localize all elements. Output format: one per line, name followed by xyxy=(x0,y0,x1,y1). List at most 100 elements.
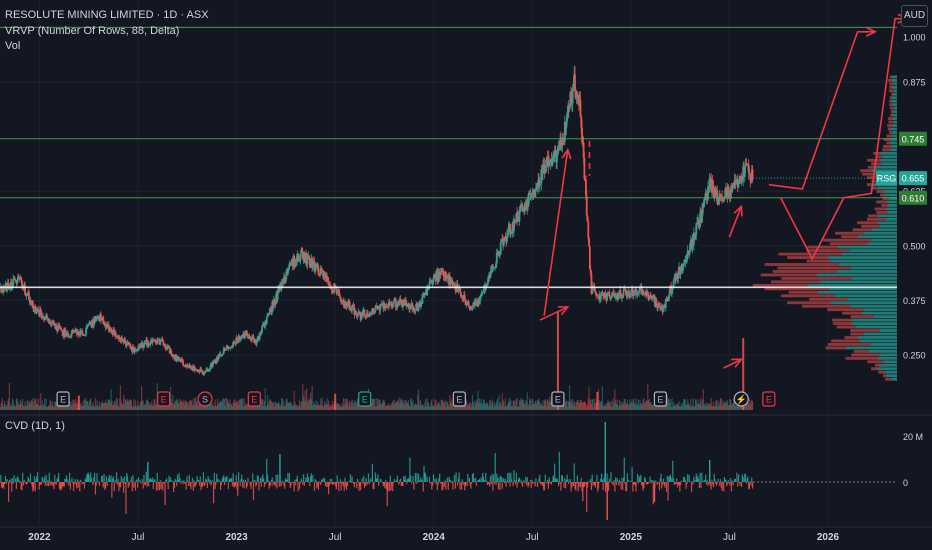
volume-bar xyxy=(48,404,50,410)
volume-bar xyxy=(639,399,641,410)
volume-profile-row-up xyxy=(881,162,897,166)
volume-bar xyxy=(411,403,413,410)
volume-bar xyxy=(563,403,565,410)
candle-body xyxy=(358,311,360,313)
cvd-bar xyxy=(543,482,545,491)
cvd-bar xyxy=(668,476,670,482)
volume-bar xyxy=(172,394,174,410)
cvd-bar xyxy=(413,482,415,490)
candle-body xyxy=(182,360,184,365)
volume-bar xyxy=(183,399,185,410)
candle-body xyxy=(125,342,128,347)
cvd-bar xyxy=(85,479,87,482)
cvd-indicator-label[interactable]: CVD (1D, 1) xyxy=(5,420,65,432)
volume-bar xyxy=(106,403,108,410)
cvd-bar xyxy=(409,457,411,482)
vrvp-indicator-label[interactable]: VRVP (Number Of Rows, 88, Delta) xyxy=(5,25,180,37)
event-marker-earnings-neutral[interactable]: E xyxy=(452,391,466,407)
volume-bar xyxy=(439,404,441,410)
event-marker-earnings-neutral[interactable]: E xyxy=(653,391,668,407)
cvd-bar xyxy=(450,482,452,483)
volume-profile-row-down xyxy=(831,318,853,322)
volume-profile-row-down xyxy=(876,200,887,204)
volume-bar xyxy=(647,400,650,410)
event-marker-earnings-neutral[interactable]: E xyxy=(551,391,565,407)
volume-bar xyxy=(317,404,320,410)
event-marker-earnings-beat[interactable]: E xyxy=(358,391,372,407)
cvd-bar xyxy=(72,482,74,484)
cvd-bar xyxy=(187,482,190,487)
event-marker-earnings-neutral[interactable]: E xyxy=(56,391,70,407)
candle-body xyxy=(273,299,276,304)
volume-bar xyxy=(308,398,310,410)
cvd-bar xyxy=(354,482,356,483)
volume-bar xyxy=(690,398,692,410)
cvd-bar xyxy=(324,482,327,487)
candle-body xyxy=(703,199,705,208)
candle-body xyxy=(206,368,209,371)
cvd-bar xyxy=(585,482,587,485)
volume-bar xyxy=(568,385,571,410)
volume-bar xyxy=(624,398,626,410)
cvd-bar xyxy=(563,482,565,488)
candle-body xyxy=(561,137,564,145)
volume-bar xyxy=(363,404,365,410)
candle-body xyxy=(314,264,317,272)
cvd-bar xyxy=(61,482,64,487)
event-marker-news[interactable]: ⚡ xyxy=(733,391,749,407)
candle-body xyxy=(415,303,418,311)
cvd-bar xyxy=(548,477,550,482)
cvd-bar xyxy=(443,482,445,488)
cvd-bar xyxy=(168,475,170,482)
cvd-bar xyxy=(177,480,179,482)
volume-indicator-label[interactable]: Vol xyxy=(5,40,21,52)
candle-body xyxy=(675,273,678,277)
cvd-bar xyxy=(457,482,459,486)
cvd-bar xyxy=(677,482,679,486)
cvd-bar xyxy=(321,478,323,482)
arrow-head xyxy=(561,147,572,160)
candle-body xyxy=(406,306,409,308)
candle-body xyxy=(637,292,640,294)
volume-bar xyxy=(263,406,265,410)
cvd-bar xyxy=(347,481,349,482)
volume-bar xyxy=(625,403,627,410)
cvd-bar xyxy=(11,482,13,492)
volume-bar xyxy=(109,402,111,410)
cvd-bar xyxy=(101,475,103,482)
candle-body xyxy=(520,204,523,208)
cvd-bar xyxy=(71,477,73,482)
candle-body xyxy=(113,329,116,335)
volume-bar xyxy=(382,399,384,410)
cvd-bar xyxy=(511,482,514,483)
event-marker-earnings-miss[interactable]: E xyxy=(157,391,171,407)
cvd-bar xyxy=(215,482,217,485)
event-marker-split[interactable]: S xyxy=(197,391,213,407)
event-marker-earnings-miss[interactable]: E xyxy=(247,391,261,407)
cvd-bar xyxy=(101,476,104,482)
price-axis-tick-label: 0.375 xyxy=(903,296,926,306)
currency-button[interactable]: AUD xyxy=(901,5,928,27)
cvd-bar xyxy=(83,482,86,489)
volume-bar xyxy=(169,386,172,410)
volume-bar xyxy=(115,404,117,410)
event-marker-earnings-miss[interactable]: E xyxy=(762,391,776,407)
volume-profile-row-up xyxy=(892,117,897,121)
cvd-bar xyxy=(723,476,726,482)
cvd-bar xyxy=(671,480,673,482)
cvd-bar xyxy=(156,472,158,482)
cvd-bar xyxy=(261,476,263,482)
cvd-bar xyxy=(397,482,399,483)
volume-bar xyxy=(553,405,555,410)
candle-body xyxy=(545,157,548,168)
cvd-bar xyxy=(515,472,517,482)
candle-body xyxy=(6,285,8,291)
volume-bar xyxy=(336,402,338,410)
cvd-bar xyxy=(471,482,473,484)
volume-bar xyxy=(34,400,36,410)
candle-body xyxy=(388,301,391,305)
volume-profile-row-down xyxy=(890,110,893,114)
cvd-bar xyxy=(316,482,318,489)
event-marker-shape xyxy=(733,391,749,407)
